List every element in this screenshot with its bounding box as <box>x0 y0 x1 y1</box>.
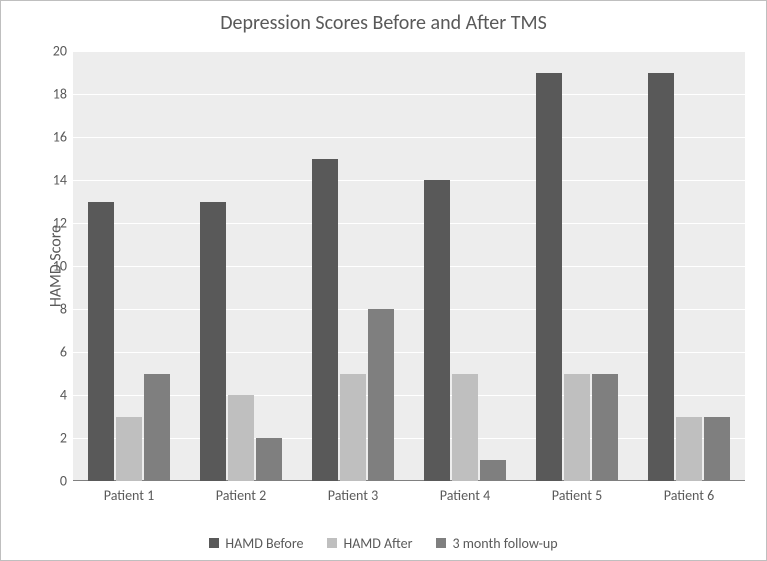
bar-group: Patient 4 <box>424 180 506 481</box>
bar <box>480 460 506 482</box>
x-tick-label: Patient 3 <box>328 487 378 504</box>
legend-swatch <box>436 538 446 548</box>
y-tick-label: 16 <box>53 129 67 146</box>
gridline <box>73 395 745 396</box>
gridline <box>73 51 745 52</box>
bar <box>144 374 170 482</box>
bar <box>368 309 394 481</box>
legend-label: HAMD After <box>343 535 412 552</box>
bar-group: Patient 5 <box>536 73 618 482</box>
bar-group: Patient 3 <box>312 159 394 482</box>
chart-title: Depression Scores Before and After TMS <box>1 1 766 35</box>
gridline <box>73 137 745 138</box>
bar <box>564 374 590 482</box>
bar <box>648 73 674 482</box>
x-tick-label: Patient 2 <box>216 487 266 504</box>
y-tick-label: 14 <box>53 172 67 189</box>
y-tick-label: 0 <box>60 473 67 490</box>
legend-swatch <box>327 538 337 548</box>
bar <box>704 417 730 482</box>
gridline <box>73 266 745 267</box>
legend-item: HAMD After <box>327 535 412 552</box>
gridline <box>73 438 745 439</box>
legend-item: 3 month follow-up <box>436 535 557 552</box>
gridline <box>73 352 745 353</box>
gridline <box>73 94 745 95</box>
y-tick-label: 8 <box>60 301 67 318</box>
gridline <box>73 309 745 310</box>
x-tick-label: Patient 4 <box>440 487 490 504</box>
bar <box>424 180 450 481</box>
bar-group: Patient 6 <box>648 73 730 482</box>
bar <box>452 374 478 482</box>
legend-label: 3 month follow-up <box>452 535 557 552</box>
bar <box>200 202 226 482</box>
y-tick-label: 12 <box>53 215 67 232</box>
x-tick-label: Patient 6 <box>664 487 714 504</box>
x-axis-baseline <box>73 480 745 481</box>
gridline <box>73 180 745 181</box>
bar <box>592 374 618 482</box>
bar-group: Patient 2 <box>200 202 282 482</box>
chart-container: Depression Scores Before and After TMS H… <box>0 0 767 561</box>
y-tick-label: 6 <box>60 344 67 361</box>
legend-label: HAMD Before <box>225 535 303 552</box>
y-tick-label: 18 <box>53 86 67 103</box>
x-tick-label: Patient 1 <box>104 487 154 504</box>
bar <box>536 73 562 482</box>
bar <box>116 417 142 482</box>
bar <box>340 374 366 482</box>
x-tick-label: Patient 5 <box>552 487 602 504</box>
y-tick-label: 20 <box>53 43 67 60</box>
bar <box>256 438 282 481</box>
bar <box>228 395 254 481</box>
y-tick-label: 2 <box>60 430 67 447</box>
bar <box>88 202 114 482</box>
legend: HAMD Before HAMD After 3 month follow-up <box>1 535 766 553</box>
bar-group: Patient 1 <box>88 202 170 482</box>
plot-area: 02468101214161820Patient 1Patient 2Patie… <box>73 51 745 481</box>
gridline <box>73 223 745 224</box>
y-tick-label: 4 <box>60 387 67 404</box>
legend-item: HAMD Before <box>209 535 303 552</box>
bar <box>312 159 338 482</box>
legend-swatch <box>209 538 219 548</box>
y-tick-label: 10 <box>53 258 67 275</box>
bar <box>676 417 702 482</box>
